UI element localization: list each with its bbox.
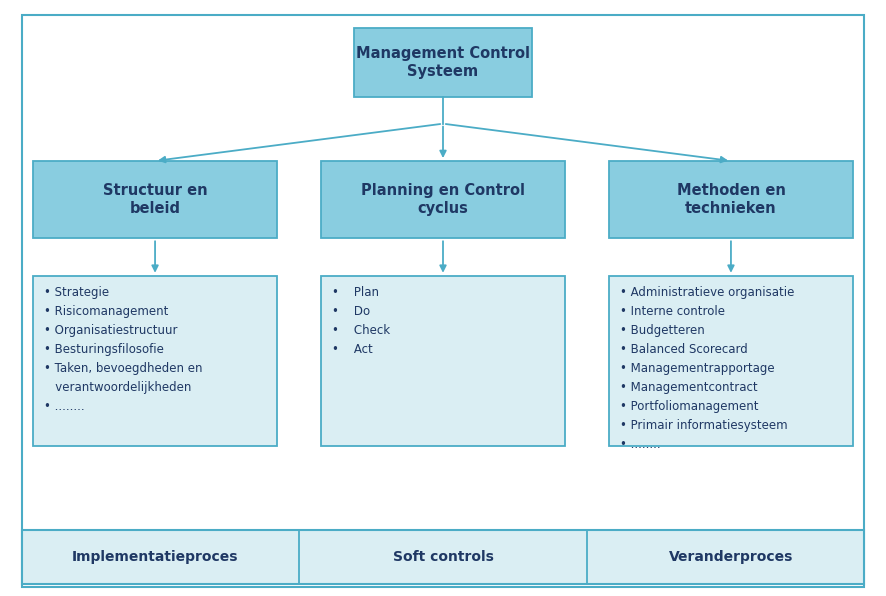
Text: Structuur en
beleid: Structuur en beleid — [103, 184, 207, 216]
Bar — [33, 161, 276, 238]
Text: • Administratieve organisatie
• Interne controle
• Budgetteren
• Balanced Scorec: • Administratieve organisatie • Interne … — [620, 287, 794, 451]
Text: Soft controls: Soft controls — [392, 550, 494, 564]
Bar — [609, 275, 852, 445]
Bar — [22, 530, 864, 584]
Bar — [33, 275, 276, 445]
Text: Methoden en
technieken: Methoden en technieken — [677, 184, 785, 216]
Text: Planning en Control
cyclus: Planning en Control cyclus — [361, 184, 525, 216]
Bar — [321, 275, 565, 445]
Text: • Strategie
• Risicomanagement
• Organisatiestructuur
• Besturingsfilosofie
• Ta: • Strategie • Risicomanagement • Organis… — [43, 287, 202, 414]
Text: Implementatieproces: Implementatieproces — [72, 550, 238, 564]
Text: Veranderproces: Veranderproces — [669, 550, 793, 564]
Bar — [354, 28, 532, 97]
Text: Management Control
Systeem: Management Control Systeem — [356, 46, 530, 79]
Bar — [609, 161, 852, 238]
Bar — [321, 161, 565, 238]
Text: •    Plan
•    Do
•    Check
•    Act: • Plan • Do • Check • Act — [331, 287, 390, 356]
